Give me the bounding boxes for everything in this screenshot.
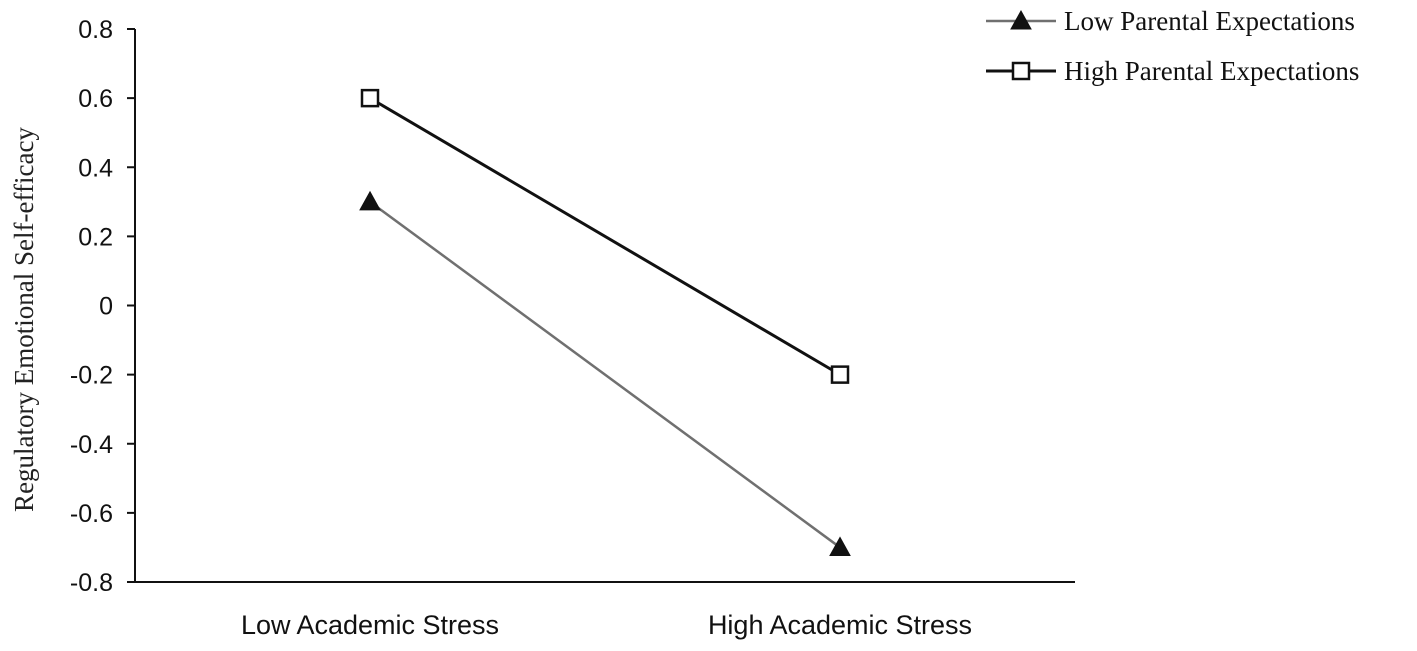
y-ticks: 0.8 0.6 0.4 0.2 0 -0.2 -0.4 -0.6 -0.8 [70,16,135,597]
series-line [369,96,841,376]
legend: Low Parental Expectations High Parental E… [986,6,1359,86]
data-point [830,365,850,384]
y-axis-title: Regulatory Emotional Self-efficacy [9,127,39,512]
y-tick-label: 0.4 [78,154,113,182]
x-category-label: High Academic Stress [708,610,972,640]
legend-marker [1011,61,1031,81]
legend-label: Low Parental Expectations [1064,6,1355,36]
y-tick-label: 0 [99,293,113,321]
y-tick-label: 0.6 [78,85,113,113]
x-category-label: Low Academic Stress [241,610,499,640]
y-tick-label: -0.6 [70,500,113,528]
series [359,88,851,556]
legend-label: High Parental Expectations [1064,56,1359,86]
data-point [829,536,851,556]
y-tick-label: 0.2 [78,223,113,251]
legend-item: High Parental Expectations [986,56,1359,86]
axes [134,29,1075,583]
y-tick-label: -0.8 [70,569,113,597]
y-tick-label: -0.2 [70,362,113,390]
legend-marker [1010,9,1032,30]
y-tick-label: -0.4 [70,431,113,459]
series-high-parental-expectations [360,88,850,384]
x-category-labels: Low Academic Stress High Academic Stress [241,610,972,640]
legend-item: Low Parental Expectations [986,6,1355,36]
series-low-parental-expectations [359,190,851,556]
series-line [369,200,841,549]
data-point [359,190,381,211]
data-point [360,88,380,108]
y-tick-label: 0.8 [78,16,113,44]
